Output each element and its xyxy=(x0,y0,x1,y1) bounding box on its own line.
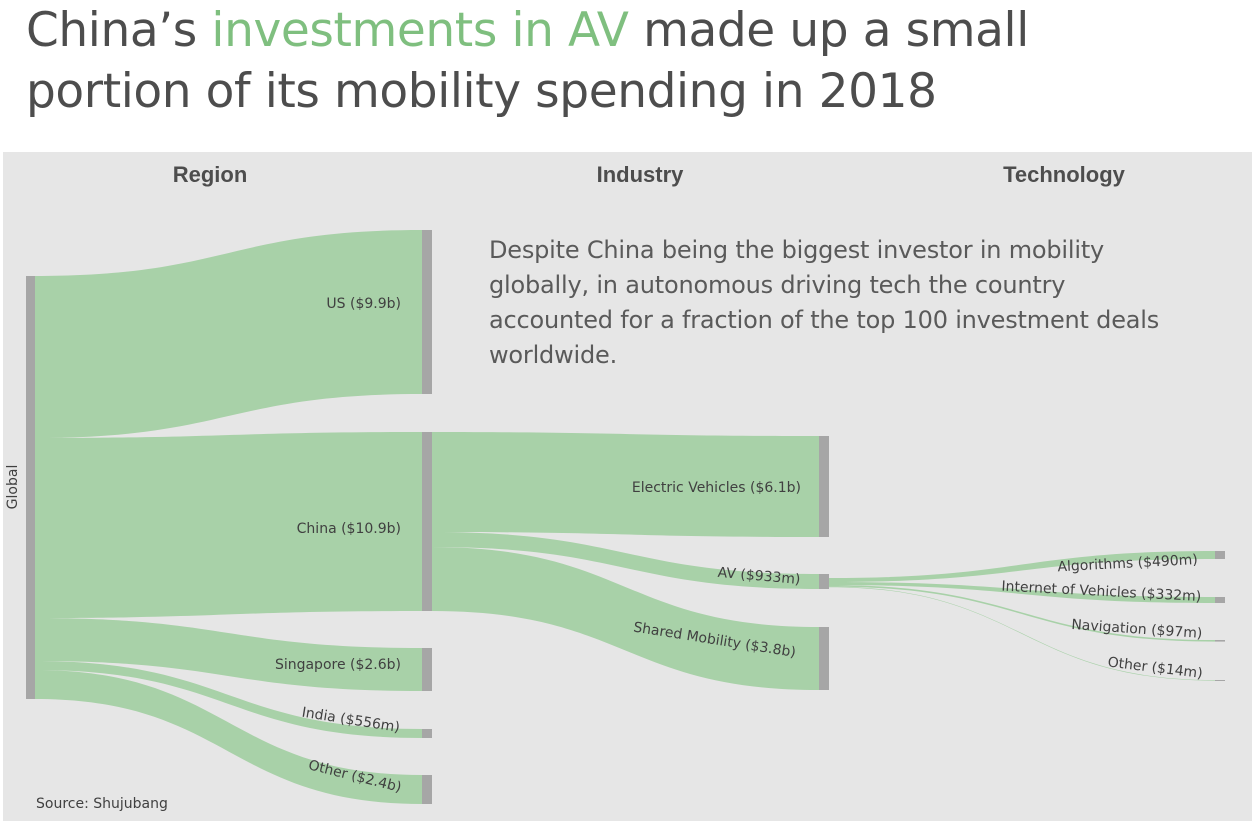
label-china: China ($10.9b) xyxy=(297,521,401,537)
node-other_tech xyxy=(1215,680,1225,681)
node-navigation xyxy=(1215,640,1225,642)
node-ev xyxy=(819,436,829,537)
node-singapore xyxy=(422,648,432,691)
label-av: AV ($933m) xyxy=(717,565,801,588)
label-other_tech: Other ($14m) xyxy=(1107,654,1204,682)
column-header-region: Region xyxy=(173,162,248,187)
node-iov xyxy=(1215,597,1225,603)
node-av xyxy=(819,574,829,589)
link-av-to-navigation xyxy=(829,585,1215,642)
sankey-chart: Global US ($9.9b) China ($10.9b) Singapore … xyxy=(5,162,1225,812)
link-china-to-av xyxy=(432,532,819,589)
link-global-to-other_region xyxy=(35,670,422,804)
link-global-to-china xyxy=(35,432,422,618)
title-part-2: made up a small portion of its mobility … xyxy=(26,3,1029,119)
label-navigation: Navigation ($97m) xyxy=(1071,617,1203,642)
label-ev: Electric Vehicles ($6.1b) xyxy=(632,480,801,496)
node-algorithms xyxy=(1215,551,1225,559)
source-note: Source: Shujubang xyxy=(36,796,168,812)
label-singapore: Singapore ($2.6b) xyxy=(275,657,401,673)
links-layer xyxy=(35,230,1215,804)
annotation-text: Despite China being the biggest investor… xyxy=(489,236,1160,369)
link-av-to-algorithms xyxy=(829,551,1215,582)
column-header-industry: Industry xyxy=(597,162,685,187)
node-india xyxy=(422,729,432,738)
node-other_region xyxy=(422,775,432,804)
node-china xyxy=(422,432,432,611)
link-av-to-iov xyxy=(829,582,1215,603)
link-china-to-ev xyxy=(432,432,819,537)
title-highlight: investments in AV xyxy=(211,3,629,58)
column-header-technology: Technology xyxy=(1003,162,1126,187)
node-shared xyxy=(819,627,829,690)
label-global: Global xyxy=(5,465,21,510)
node-global xyxy=(26,276,35,699)
link-global-to-india xyxy=(35,661,422,738)
nodes-layer xyxy=(26,230,1225,804)
link-global-to-us xyxy=(35,230,422,438)
sankey-panel: Global US ($9.9b) China ($10.9b) Singapore … xyxy=(3,152,1252,821)
title-part-1: China’s xyxy=(26,3,212,58)
label-iov: Internet of Vehicles ($332m) xyxy=(1001,579,1202,605)
node-us xyxy=(422,230,432,394)
link-av-to-other_tech xyxy=(829,586,1215,681)
chart-title: China’s investments in AV made up a smal… xyxy=(26,0,1206,122)
link-china-to-shared xyxy=(432,547,819,690)
label-algorithms: Algorithms ($490m) xyxy=(1057,552,1198,575)
label-us: US ($9.9b) xyxy=(326,296,401,312)
link-global-to-singapore xyxy=(35,618,422,691)
